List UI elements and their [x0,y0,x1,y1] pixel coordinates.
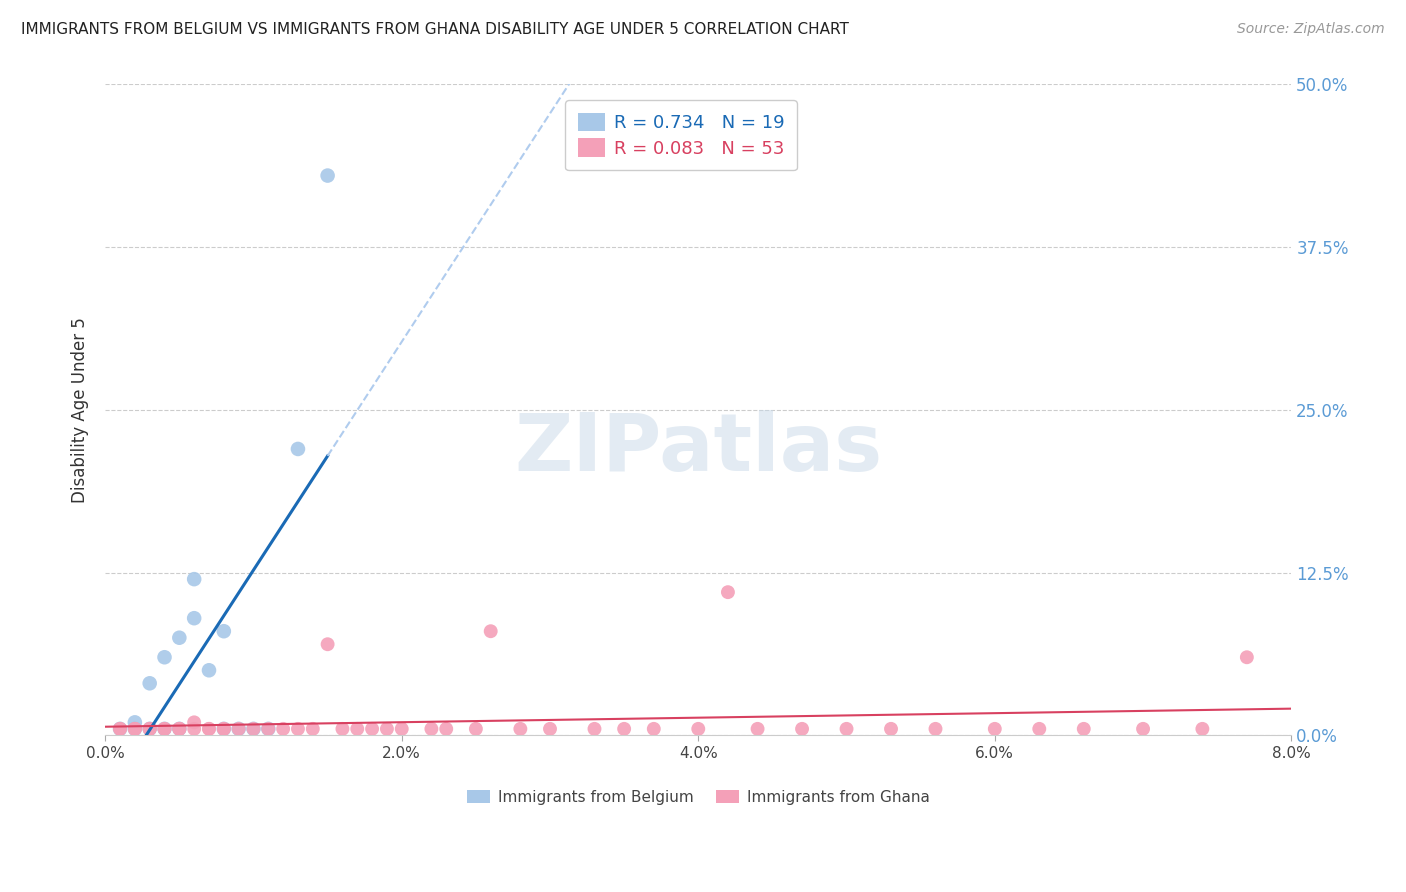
Point [375,722,398,736]
Point [124,715,146,730]
Point [138,676,160,690]
Point [138,722,160,736]
Point [169,631,191,645]
Point [212,722,235,736]
Point [212,722,235,736]
Point [212,722,235,736]
Point [153,722,176,736]
Point [198,663,221,677]
Point [464,722,486,736]
Point [287,442,309,456]
Point [183,715,205,730]
Point [1028,722,1050,736]
Point [688,722,710,736]
Point [169,722,191,736]
Point [169,722,191,736]
Point [643,722,665,736]
Point [153,650,176,665]
Point [108,722,131,736]
Point [242,722,264,736]
Point [271,722,294,736]
Point [138,722,160,736]
Point [332,722,354,736]
Text: IMMIGRANTS FROM BELGIUM VS IMMIGRANTS FROM GHANA DISABILITY AGE UNDER 5 CORRELAT: IMMIGRANTS FROM BELGIUM VS IMMIGRANTS FR… [21,22,849,37]
Point [183,611,205,625]
Point [287,722,309,736]
Point [434,722,457,736]
Point [153,722,176,736]
Point [257,722,280,736]
Point [1191,722,1213,736]
Point [228,722,250,736]
Point [169,722,191,736]
Point [747,722,769,736]
Point [198,722,221,736]
Legend: Immigrants from Belgium, Immigrants from Ghana: Immigrants from Belgium, Immigrants from… [460,782,938,813]
Point [1132,722,1154,736]
Point [228,722,250,736]
Point [124,722,146,736]
Point [124,722,146,736]
Point [538,722,561,736]
Point [212,624,235,639]
Point [108,722,131,736]
Point [1236,650,1258,665]
Point [880,722,903,736]
Point [984,722,1007,736]
Point [108,722,131,736]
Point [717,585,740,599]
Point [301,722,323,736]
Point [316,637,339,651]
Point [169,722,191,736]
Point [198,722,221,736]
Y-axis label: Disability Age Under 5: Disability Age Under 5 [72,317,89,503]
Point [138,722,160,736]
Point [1073,722,1095,736]
Point [509,722,531,736]
Text: ZIPatlas: ZIPatlas [515,410,883,488]
Point [124,722,146,736]
Point [138,722,160,736]
Point [124,722,146,736]
Point [346,722,368,736]
Point [316,169,339,183]
Point [183,722,205,736]
Point [613,722,636,736]
Point [361,722,384,736]
Point [835,722,858,736]
Point [924,722,946,736]
Point [420,722,443,736]
Point [583,722,606,736]
Point [183,572,205,586]
Point [242,722,264,736]
Point [257,722,280,736]
Point [153,722,176,736]
Point [391,722,413,736]
Point [479,624,502,639]
Text: Source: ZipAtlas.com: Source: ZipAtlas.com [1237,22,1385,37]
Point [790,722,813,736]
